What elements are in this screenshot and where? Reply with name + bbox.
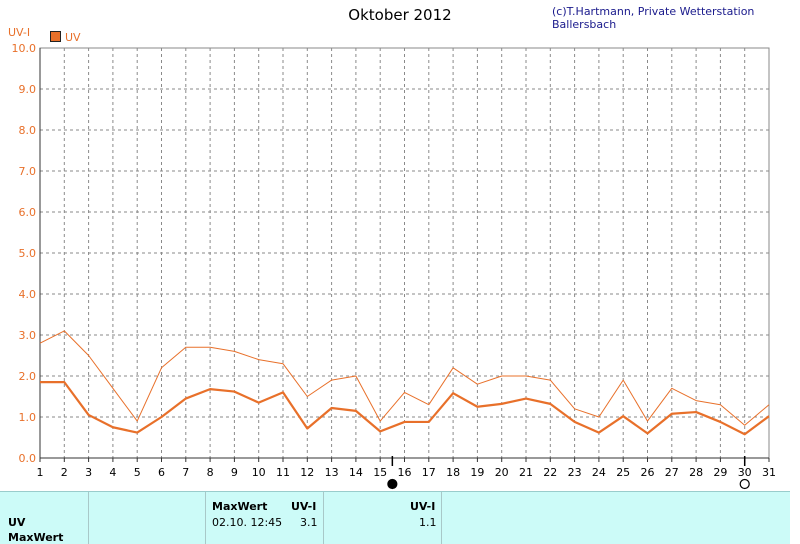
x-tick-label: 19 [470,466,484,479]
table-divider [205,492,206,544]
x-tick-label: 5 [134,466,141,479]
x-tick-label: 25 [616,466,630,479]
x-tick-label: 18 [446,466,460,479]
x-tick-label: 8 [207,466,214,479]
maxwert-header: MaxWert [212,500,267,513]
x-tick-label: 29 [713,466,727,479]
x-tick-label: 3 [85,466,92,479]
x-tick-label: 17 [422,466,436,479]
y-tick-label: 9.0 [19,83,37,96]
x-tick-label: 23 [568,466,582,479]
row-label-maxwert: MaxWert [8,531,63,544]
y-tick-label: 7.0 [19,165,37,178]
x-tick-label: 14 [349,466,363,479]
table-edge [790,491,800,543]
x-tick-label: 20 [495,466,509,479]
x-tick-label: 7 [182,466,189,479]
x-tick-label: 27 [665,466,679,479]
unit-header: UV-I [291,500,316,513]
table-divider [88,492,89,544]
y-tick-label: 8.0 [19,124,37,137]
x-tick-label: 22 [543,466,557,479]
x-tick-label: 26 [641,466,655,479]
table-divider [441,492,442,544]
y-tick-label: 5.0 [19,247,37,260]
x-tick-label: 6 [158,466,165,479]
y-tick-label: 2.0 [19,370,37,383]
full-moon-icon [740,480,749,489]
x-tick-label: 15 [373,466,387,479]
y-tick-label: 6.0 [19,206,37,219]
x-tick-label: 24 [592,466,606,479]
max-value: 3.1 [300,516,318,529]
stats-table: MaxWert UV-I UV-I UV 02.10. 12:45 3.1 1.… [0,491,790,544]
x-tick-label: 11 [276,466,290,479]
y-tick-label: 1.0 [19,411,37,424]
table-divider [323,492,324,544]
max-datetime: 02.10. 12:45 [212,516,282,529]
x-tick-label: 16 [398,466,412,479]
x-tick-label: 12 [300,466,314,479]
x-tick-label: 13 [325,466,339,479]
x-tick-label: 10 [252,466,266,479]
grid [40,48,769,458]
x-tick-label: 2 [61,466,68,479]
x-tick-label: 21 [519,466,533,479]
x-tick-label: 31 [762,466,776,479]
new-moon-icon [388,480,397,489]
unit-header: UV-I [410,500,435,513]
x-tick-label: 4 [109,466,116,479]
y-tick-label: 4.0 [19,288,37,301]
x-tick-label: 9 [231,466,238,479]
row-label-uv: UV [8,516,25,529]
x-tick-label: 28 [689,466,703,479]
y-tick-label: 10.0 [12,42,37,55]
y-tick-label: 0.0 [19,452,37,465]
y-tick-label: 3.0 [19,329,37,342]
x-tick-label: 30 [738,466,752,479]
x-tick-label: 1 [37,466,44,479]
second-value: 1.1 [419,516,437,529]
